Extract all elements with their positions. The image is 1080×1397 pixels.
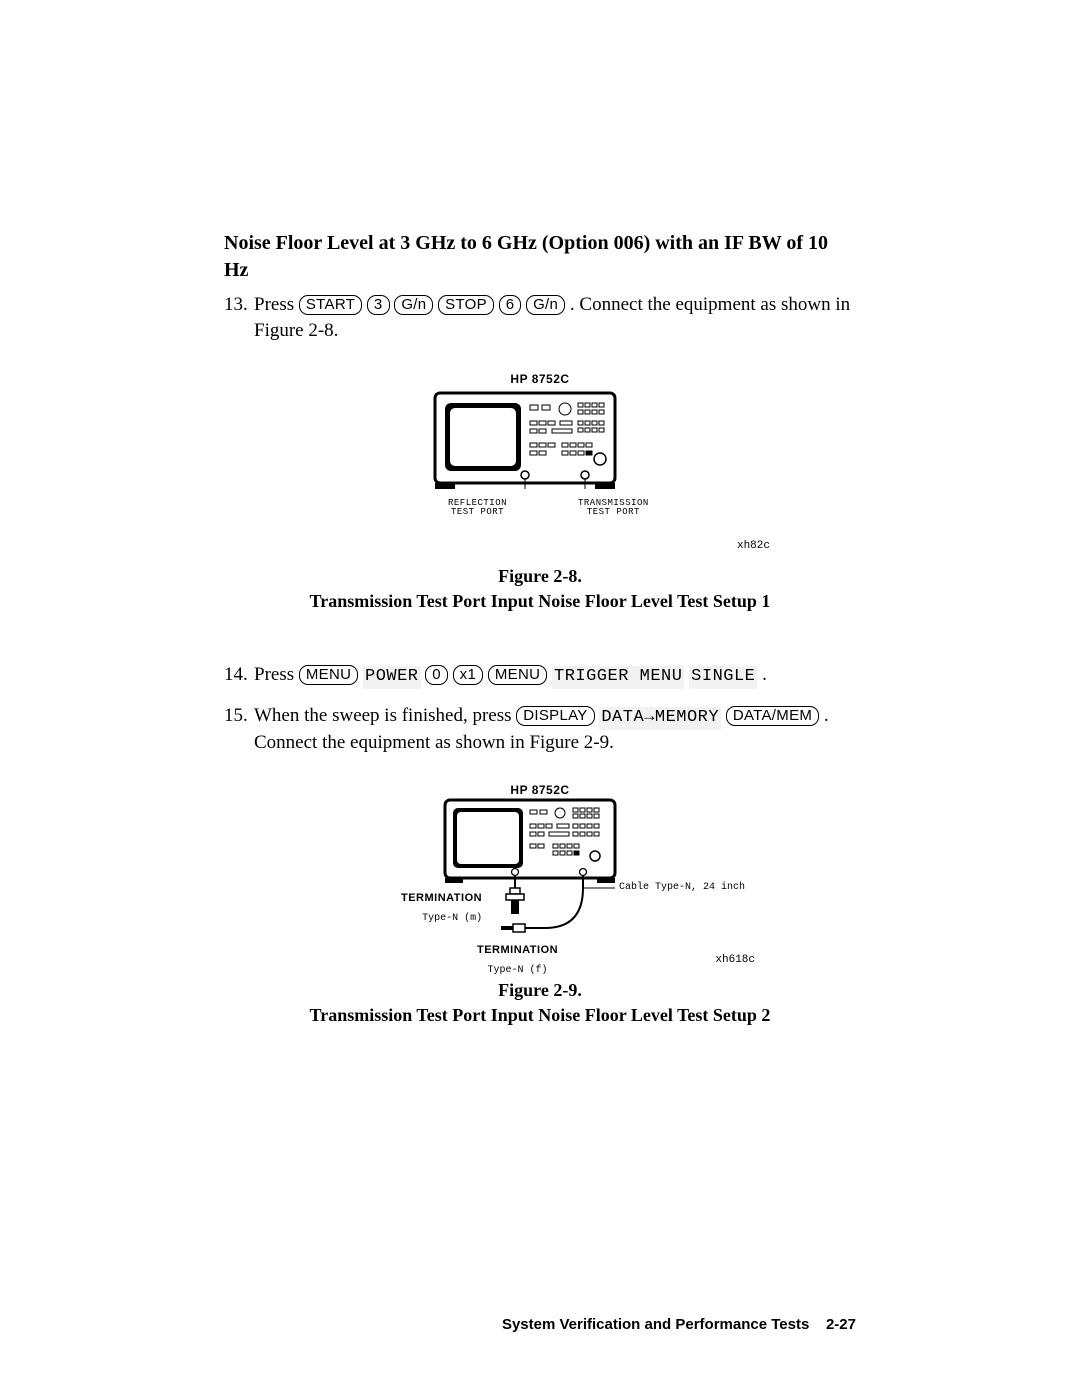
key-x1: x1 (453, 665, 483, 685)
fig1-instrument-label: HP 8752C (224, 371, 856, 387)
key-gn-1: G/n (394, 295, 433, 315)
fig1-refl-l2: TEST PORT (451, 507, 504, 517)
step-15-number: 15. (224, 703, 254, 756)
figure-2-9: HP 8752C (224, 782, 856, 1029)
footer-page: 2-27 (826, 1316, 856, 1333)
step-14-post: . (762, 664, 767, 685)
key-start: START (299, 295, 362, 315)
step-15: 15. When the sweep is finished, press DI… (224, 703, 856, 756)
step-13-number: 13. (224, 292, 254, 343)
fig1-code: xh82c (310, 539, 770, 554)
fig2-term1-l1: TERMINATION (401, 892, 482, 904)
softkey-data-to-memory: DATA→MEMORY (599, 707, 721, 730)
section-heading: Noise Floor Level at 3 GHz to 6 GHz (Opt… (224, 230, 856, 284)
key-display: DISPLAY (516, 706, 594, 726)
softkey-power: POWER (363, 666, 421, 689)
fig1-diagram (400, 387, 680, 507)
step-15-post1: . (824, 705, 829, 726)
step-13-body: Press START 3 G/n STOP 6 G/n . Connect t… (254, 292, 856, 343)
fig1-trans-l2: TEST PORT (587, 507, 640, 517)
figure-2-8: HP 8752C (224, 371, 856, 614)
key-gn-2: G/n (526, 295, 565, 315)
key-menu-2: MENU (488, 665, 547, 685)
fig2-term2-l2: Type-N (f) (488, 965, 548, 976)
footer-title: System Verification and Performance Test… (502, 1316, 809, 1333)
fig2-caption-line2: Transmission Test Port Input Noise Floor… (310, 1005, 771, 1025)
page: Noise Floor Level at 3 GHz to 6 GHz (Opt… (0, 0, 1080, 1397)
step-14-body: Press MENU POWER 0 x1 MENU TRIGGER MENU … (254, 662, 767, 689)
step-15-line2: Connect the equipment as shown in Figure… (254, 732, 614, 753)
step-15-pre: When the sweep is finished, press (254, 705, 516, 726)
fig2-cable-label: Cable Type-N, 24 inch (619, 881, 745, 895)
fig2-term1-l2: Type-N (m) (422, 913, 482, 924)
fig2-instrument-label: HP 8752C (224, 782, 856, 798)
key-0: 0 (425, 665, 448, 685)
fig2-caption-line1: Figure 2-9. (498, 980, 582, 1000)
step-15-body: When the sweep is finished, press DISPLA… (254, 703, 829, 756)
key-data-mem: DATA/MEM (726, 706, 819, 726)
softkey-single: SINGLE (689, 666, 757, 689)
page-footer: System Verification and Performance Test… (502, 1315, 856, 1335)
fig2-code: xh618c (715, 953, 755, 968)
key-6: 6 (499, 295, 522, 315)
softkey-trigger-menu: TRIGGER MENU (552, 666, 684, 689)
fig1-caption-line2: Transmission Test Port Input Noise Floor… (310, 591, 771, 611)
key-menu-1: MENU (299, 665, 358, 685)
step-14-number: 14. (224, 662, 254, 689)
fig1-caption-line1: Figure 2-8. (498, 566, 582, 586)
step-13-pre: Press (254, 294, 299, 315)
step-14: 14. Press MENU POWER 0 x1 MENU TRIGGER M… (224, 662, 856, 689)
key-stop: STOP (438, 295, 494, 315)
fig2-term2-l1: TERMINATION (477, 944, 558, 956)
step-13: 13. Press START 3 G/n STOP 6 G/n . Conne… (224, 292, 856, 343)
step-14-pre: Press (254, 664, 299, 685)
key-3: 3 (367, 295, 390, 315)
